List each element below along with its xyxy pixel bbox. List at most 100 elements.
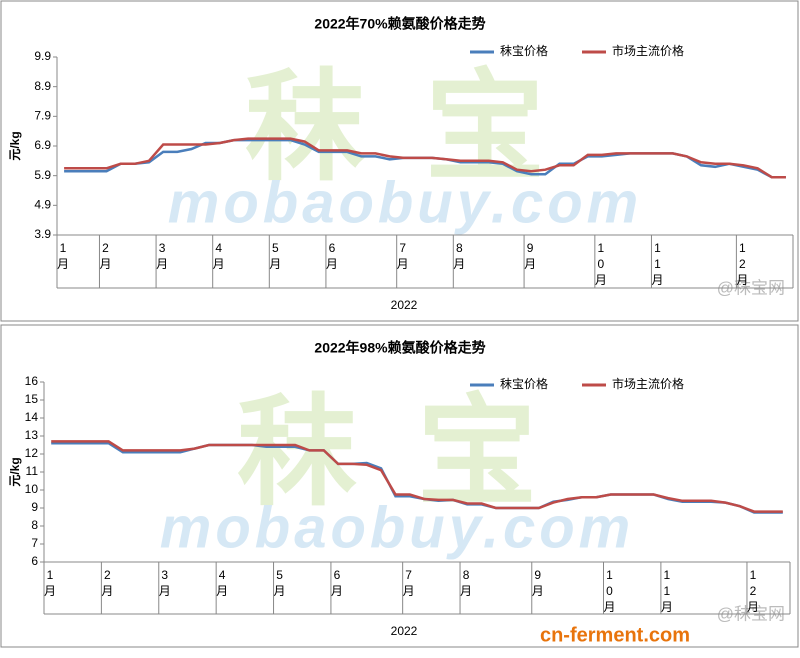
x-tick-label: 1 1 月 [661,568,673,614]
x-tick-char: 2 [750,584,757,598]
watermark-url: mobaobuy.com [160,495,634,560]
x-tick-char: 月 [156,257,168,271]
x-tick-char: 4 [215,241,222,255]
x-tick-char: 7 [405,568,412,582]
x-tick-char: 2 [739,257,746,271]
series-line [64,137,786,179]
y-tick-label: 9 [31,500,38,514]
y-tick-label: 7 [31,536,38,550]
x-tick-char: 月 [326,257,338,271]
x-tick-label: 1 0 月 [603,568,615,614]
x-tick-char: 月 [44,584,56,598]
x-tick-char: 1 [664,568,671,582]
x-tick-label: 1 2 月 [747,568,759,614]
x-tick-char: 1 [739,241,746,255]
y-tick-label: 9.9 [34,49,51,63]
legend-label: 市场主流价格 [612,376,684,391]
watermark-logo: 秣宝 [245,61,605,195]
x-tick-char: 月 [532,584,544,598]
y-tick-label: 5.9 [34,168,51,182]
x-tick-char: 月 [403,584,415,598]
x-tick-char: 月 [747,600,759,614]
x-tick-char: 9 [534,568,541,582]
watermark-logo: 秣宝 [237,386,597,520]
chart-title: 2022年98%赖氨酸价格走势 [314,340,485,356]
y-tick-label: 8 [31,518,38,532]
x-tick-char: 月 [453,257,465,271]
watermark-url: mobaobuy.com [168,170,642,235]
x-tick-char: 月 [57,257,69,271]
x-tick-char: 2 [102,241,109,255]
x-tick-char: 1 [47,568,54,582]
x-tick-char: 3 [159,241,166,255]
x-tick-char: 1 [60,241,67,255]
x-tick-char: 月 [331,584,343,598]
y-tick-label: 4.9 [34,198,51,212]
x-tick-label: 1 1 月 [651,241,663,287]
x-tick-char: 月 [460,584,472,598]
y-tick-label: 12 [25,446,39,460]
y-tick-label: 14 [25,410,39,424]
x-tick-char: 1 [664,584,671,598]
y-tick-label: 7.9 [34,109,51,123]
y-axis-label: 元/kg [8,131,22,160]
x-tick-char: 0 [598,257,605,271]
x-tick-char: 月 [269,257,281,271]
x-tick-char: 2 [104,568,111,582]
x-tick-char: 7 [399,241,406,255]
x-tick-char: 6 [334,568,341,582]
x-axis-label: 2022 [391,624,418,638]
x-tick-char: 月 [397,257,409,271]
x-tick-char: 8 [456,241,463,255]
x-tick-char: 1 [654,257,661,271]
chart-title: 2022年70%赖氨酸价格走势 [314,16,485,32]
x-tick-label: 1 0 月 [595,241,607,287]
x-tick-char: 月 [274,584,286,598]
y-tick-label: 13 [25,428,39,442]
chart-panel [0,0,799,322]
x-tick-char: 月 [661,600,673,614]
x-axis-label: 2022 [391,298,418,312]
x-tick-char: 月 [603,600,615,614]
x-tick-char: 5 [272,241,279,255]
legend-label: 秣宝价格 [500,376,548,391]
series-line [51,440,783,513]
x-tick-char: 1 [750,568,757,582]
chart-panel [0,324,799,648]
x-tick-char: 月 [595,273,607,287]
y-axis-label: 元/kg [8,457,22,486]
y-tick-label: 8.9 [34,79,51,93]
site-watermark: cn-ferment.com [540,624,690,646]
x-tick-char: 4 [219,568,226,582]
x-tick-char: 月 [159,584,171,598]
x-tick-char: 月 [736,273,748,287]
y-tick-label: 10 [25,482,39,496]
y-tick-label: 6 [31,554,38,568]
y-tick-label: 16 [25,374,39,388]
x-tick-char: 月 [99,257,111,271]
x-tick-char: 1 [654,241,661,255]
legend-label: 市场主流价格 [612,43,684,58]
y-tick-label: 15 [25,392,39,406]
y-tick-label: 3.9 [34,227,51,241]
x-tick-label: 1 2 月 [736,241,748,287]
x-tick-char: 3 [161,568,168,582]
x-tick-char: 月 [524,257,536,271]
legend-label: 秣宝价格 [500,43,548,58]
